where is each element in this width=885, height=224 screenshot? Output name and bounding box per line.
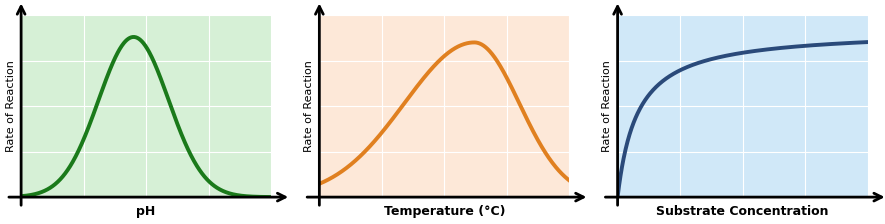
X-axis label: Temperature (°C): Temperature (°C) [383,205,505,218]
Y-axis label: Rate of Reaction: Rate of Reaction [5,60,16,152]
Y-axis label: Rate of Reaction: Rate of Reaction [304,60,314,152]
X-axis label: Substrate Concentration: Substrate Concentration [657,205,829,218]
Y-axis label: Rate of Reaction: Rate of Reaction [602,60,612,152]
X-axis label: pH: pH [136,205,156,218]
